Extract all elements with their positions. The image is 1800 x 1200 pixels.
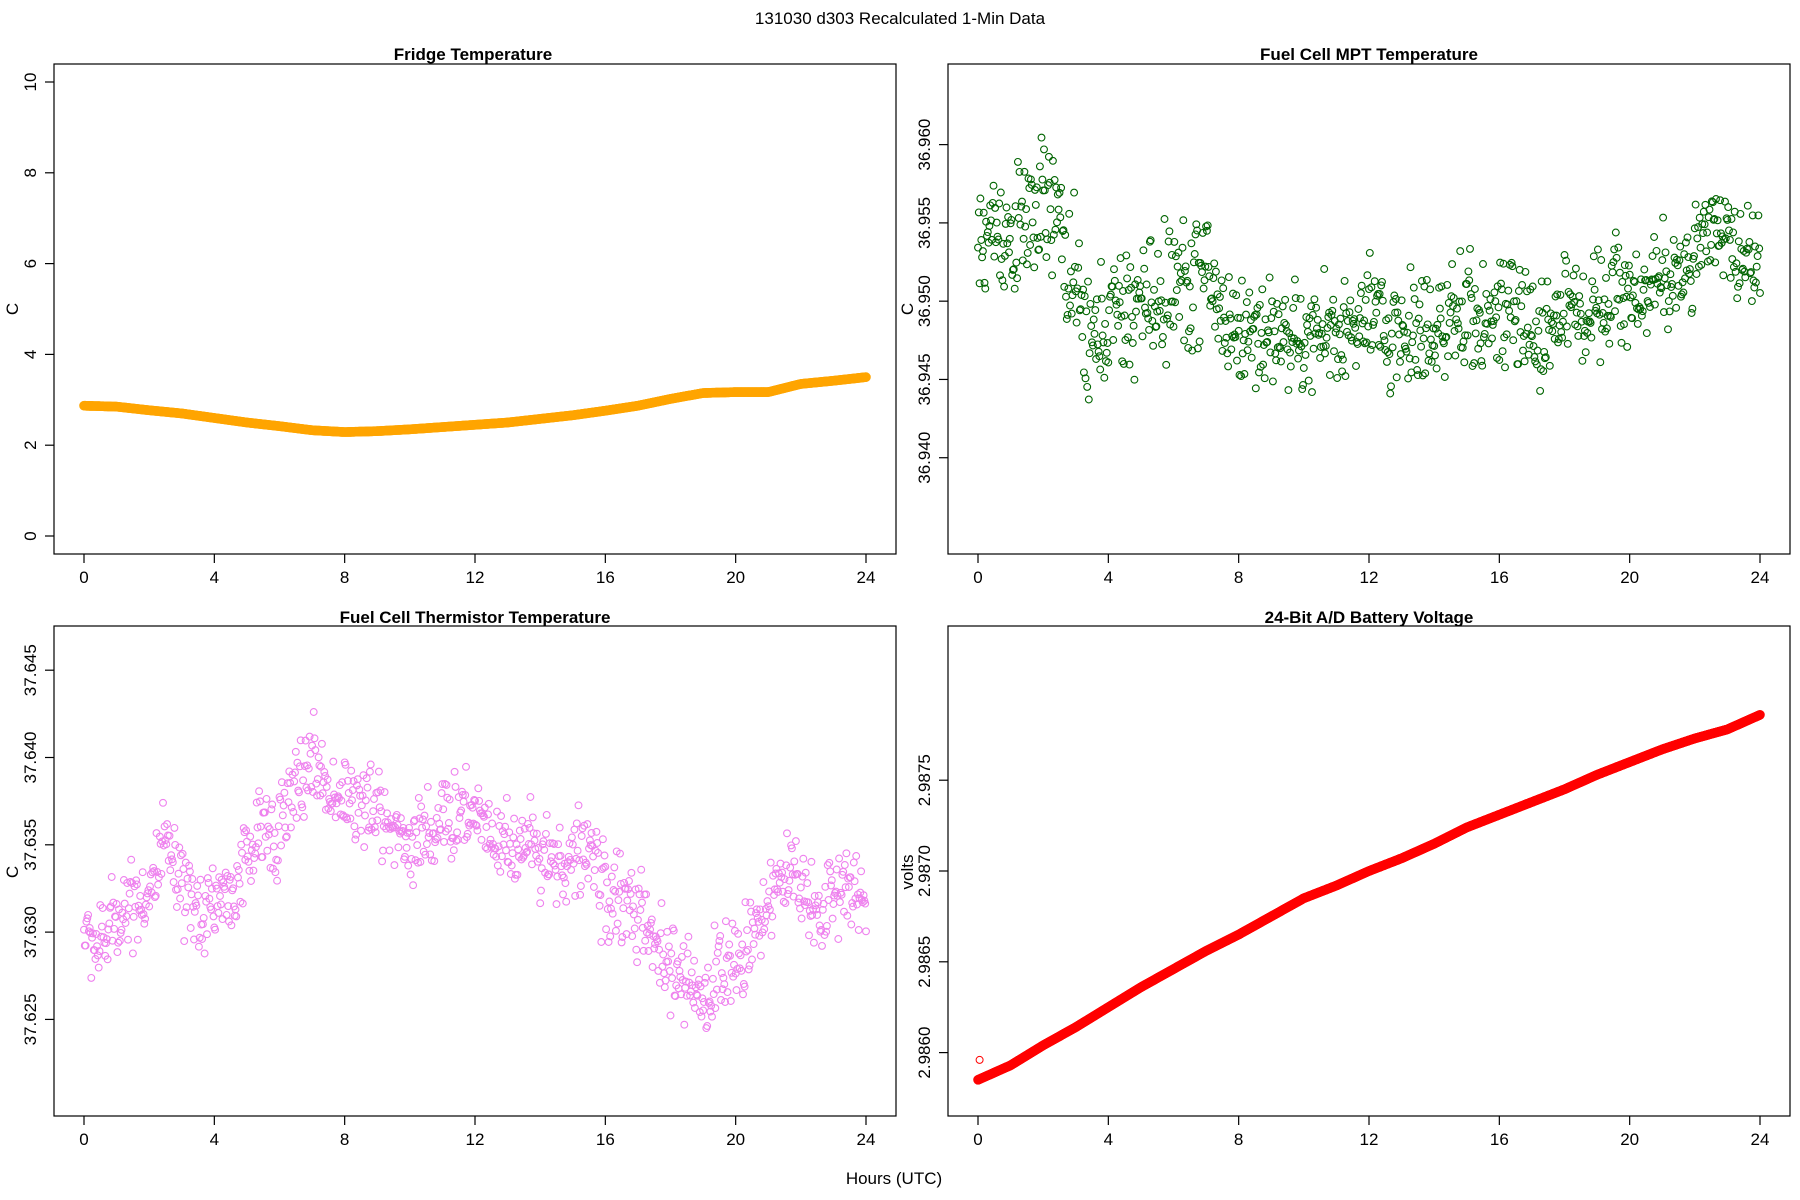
y-tick-label: 37.645 bbox=[21, 644, 40, 696]
figure-title: 131030 d303 Recalculated 1-Min Data bbox=[755, 9, 1046, 28]
y-tick-label: 36.950 bbox=[915, 275, 934, 327]
y-tick-label: 4 bbox=[21, 350, 40, 359]
x-tick-label: 16 bbox=[596, 568, 615, 587]
panel-title: Fuel Cell Thermistor Temperature bbox=[340, 608, 611, 627]
x-tick-label: 20 bbox=[726, 568, 745, 587]
y-tick-label: 36.960 bbox=[915, 119, 934, 171]
y-tick-label: 36.940 bbox=[915, 432, 934, 484]
x-tick-label: 12 bbox=[466, 1130, 485, 1149]
x-tick-label: 4 bbox=[1104, 1130, 1113, 1149]
x-tick-label: 24 bbox=[1751, 1130, 1770, 1149]
panel-title: Fuel Cell MPT Temperature bbox=[1260, 45, 1478, 64]
panel-title: 24-Bit A/D Battery Voltage bbox=[1265, 608, 1474, 627]
y-tick-label: 37.625 bbox=[21, 993, 40, 1045]
y-tick-label: 0 bbox=[21, 531, 40, 540]
x-tick-label: 8 bbox=[340, 568, 349, 587]
y-tick-label: 37.630 bbox=[21, 906, 40, 958]
panel-title: Fridge Temperature bbox=[394, 45, 552, 64]
y-tick-label: 37.635 bbox=[21, 819, 40, 871]
y-axis-label: C bbox=[3, 866, 22, 878]
y-tick-label: 36.945 bbox=[915, 353, 934, 405]
x-tick-label: 4 bbox=[1104, 568, 1113, 587]
y-tick-label: 36.955 bbox=[915, 197, 934, 249]
y-tick-label: 2.9870 bbox=[915, 845, 934, 897]
y-tick-label: 37.640 bbox=[21, 732, 40, 784]
x-tick-label: 24 bbox=[857, 1130, 876, 1149]
y-axis-label: C bbox=[3, 303, 22, 315]
x-tick-label: 0 bbox=[79, 1130, 88, 1149]
x-tick-label: 20 bbox=[726, 1130, 745, 1149]
figure-xlabel: Hours (UTC) bbox=[846, 1169, 942, 1188]
x-tick-label: 4 bbox=[210, 1130, 219, 1149]
y-tick-label: 2 bbox=[21, 440, 40, 449]
y-tick-label: 2.9875 bbox=[915, 754, 934, 806]
x-tick-label: 16 bbox=[1490, 568, 1509, 587]
x-tick-label: 16 bbox=[1490, 1130, 1509, 1149]
x-tick-label: 24 bbox=[857, 568, 876, 587]
x-tick-label: 0 bbox=[973, 568, 982, 587]
y-tick-label: 8 bbox=[21, 168, 40, 177]
x-tick-label: 12 bbox=[1360, 568, 1379, 587]
x-tick-label: 20 bbox=[1620, 568, 1639, 587]
y-tick-label: 6 bbox=[21, 259, 40, 268]
x-tick-label: 8 bbox=[1234, 568, 1243, 587]
y-tick-label: 2.9860 bbox=[915, 1027, 934, 1079]
x-tick-label: 12 bbox=[1360, 1130, 1379, 1149]
plot-area bbox=[79, 372, 871, 437]
x-tick-label: 16 bbox=[596, 1130, 615, 1149]
y-tick-label: 10 bbox=[21, 73, 40, 92]
x-tick-label: 8 bbox=[1234, 1130, 1243, 1149]
x-tick-label: 0 bbox=[79, 568, 88, 587]
x-tick-label: 4 bbox=[210, 568, 219, 587]
x-tick-label: 20 bbox=[1620, 1130, 1639, 1149]
x-tick-label: 12 bbox=[466, 568, 485, 587]
y-tick-label: 2.9865 bbox=[915, 936, 934, 988]
x-tick-label: 8 bbox=[340, 1130, 349, 1149]
x-tick-label: 24 bbox=[1751, 568, 1770, 587]
data-point bbox=[1755, 710, 1765, 720]
x-tick-label: 0 bbox=[973, 1130, 982, 1149]
data-point bbox=[861, 372, 871, 382]
